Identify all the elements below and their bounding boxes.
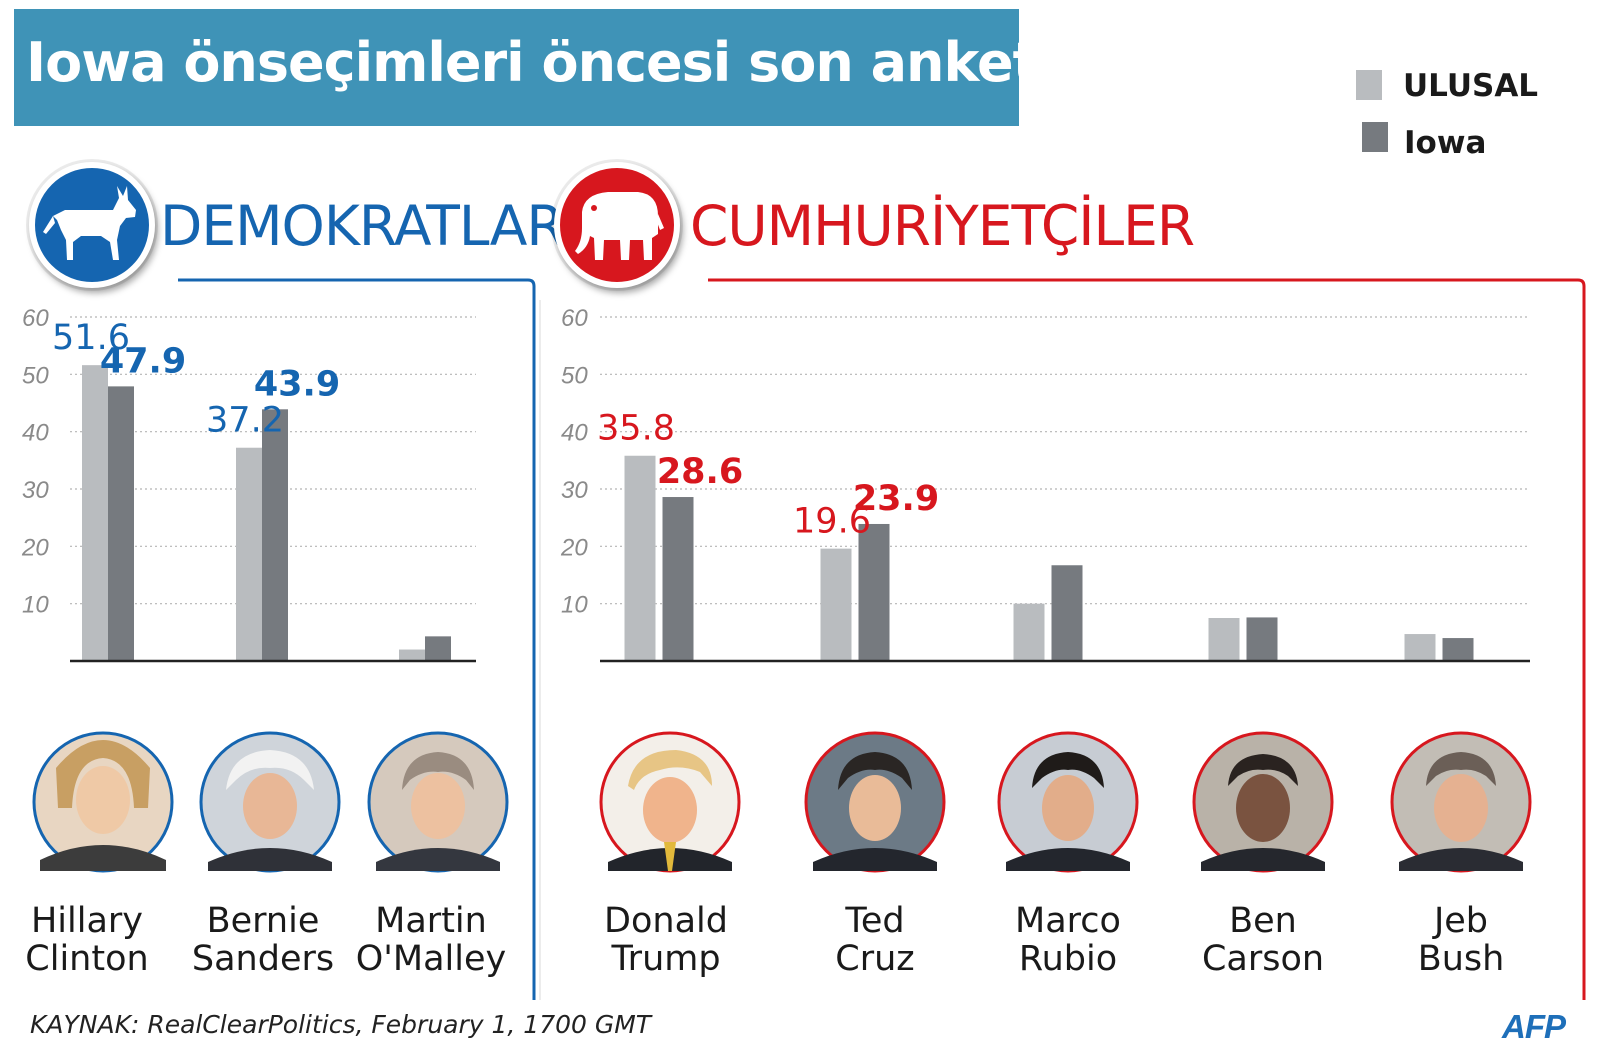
rep-bar-national-3: [1208, 618, 1240, 661]
avatar-sanders: [199, 731, 341, 873]
avatar-carson: [1192, 731, 1334, 873]
candidate-name-bush: Jeb Bush: [1417, 901, 1505, 979]
rep-ytick-20: 20: [560, 534, 588, 561]
dem-ytick-20: 20: [21, 534, 49, 561]
dem-ytick-10: 10: [22, 592, 49, 619]
rep-label-iowa-1: 23.9: [853, 479, 939, 519]
candidate-name-rubio: Marco Rubio: [1015, 901, 1121, 979]
party-name-dem: DEMOKRATLAR: [160, 194, 565, 258]
rep-bar-iowa-2: [1051, 565, 1083, 661]
avatar-omalley: [367, 731, 509, 873]
rep-bar-iowa-1: [858, 523, 890, 661]
legend-swatch-iowa: [1362, 122, 1388, 152]
candidate-name-carson: Ben Carson: [1201, 901, 1325, 979]
dem-bar-iowa-2: [425, 636, 451, 661]
rep-bar-iowa-3: [1246, 617, 1278, 661]
dem-ytick-30: 30: [22, 477, 49, 504]
dem-ytick-40: 40: [22, 420, 49, 447]
rep-bar-national-4: [1404, 634, 1436, 661]
dem-ytick-50: 50: [22, 362, 49, 389]
source-note: KAYNAK: RealClearPolitics, February 1, 1…: [30, 1010, 652, 1039]
rep-ytick-40: 40: [561, 420, 588, 447]
avatar-bush: [1390, 731, 1532, 873]
candidate-name-cruz: Ted Cruz: [835, 901, 915, 979]
rep-bar-iowa-4: [1442, 638, 1474, 661]
legend-label-national: ULUSAL: [1403, 68, 1539, 104]
donkey-icon: [29, 162, 155, 288]
rep-bar-national-1: [820, 548, 852, 661]
candidate-name-clinton: Hillary Clinton: [25, 901, 149, 979]
afp-logo: AFP: [1502, 1008, 1566, 1045]
rep-ytick-30: 30: [561, 477, 588, 504]
candidate-name-sanders: Bernie Sanders: [191, 901, 335, 979]
dem-label-national-0: 51.6: [52, 318, 130, 358]
dem-bar-national-0: [82, 365, 108, 661]
avatar-clinton: [32, 731, 174, 873]
legend-swatch-national: [1356, 70, 1382, 100]
dem-ytick-60: 60: [22, 305, 49, 332]
rep-label-national-1: 19.6: [793, 502, 871, 542]
dem-label-iowa-0: 47.9: [100, 341, 186, 381]
dem-bar-iowa-1: [262, 409, 288, 661]
avatar-trump: [599, 731, 741, 873]
rep-panel-frame: [708, 278, 1586, 1000]
candidate-name-trump: Donald Trump: [604, 901, 728, 979]
rep-ytick-10: 10: [561, 592, 588, 619]
rep-bar-iowa-0: [662, 497, 694, 661]
dem-label-iowa-1: 43.9: [254, 364, 340, 404]
dem-bar-iowa-0: [108, 386, 134, 661]
dem-label-national-1: 37.2: [206, 401, 284, 441]
legend-label-iowa: Iowa: [1404, 125, 1487, 161]
page-title: Iowa önseçimleri öncesi son anketler: [26, 31, 1117, 94]
rep-label-iowa-0: 28.6: [657, 452, 743, 492]
elephant-icon: [554, 162, 680, 288]
dem-bar-national-2: [399, 649, 425, 661]
party-name-rep: CUMHURİYETÇİLER: [690, 194, 1195, 258]
rep-label-national-0: 35.8: [597, 409, 675, 449]
dem-panel-frame: [178, 278, 536, 1000]
rep-ytick-60: 60: [561, 305, 588, 332]
avatar-rubio: [997, 731, 1139, 873]
title-bar: Iowa önseçimleri öncesi son anketler: [14, 9, 1117, 126]
rep-bar-national-2: [1013, 603, 1045, 661]
avatar-cruz: [804, 731, 946, 873]
rep-ytick-50: 50: [561, 362, 588, 389]
candidate-name-omalley: Martin O'Malley: [355, 901, 507, 979]
dem-bar-national-1: [236, 447, 262, 661]
rep-bar-national-0: [624, 455, 656, 661]
